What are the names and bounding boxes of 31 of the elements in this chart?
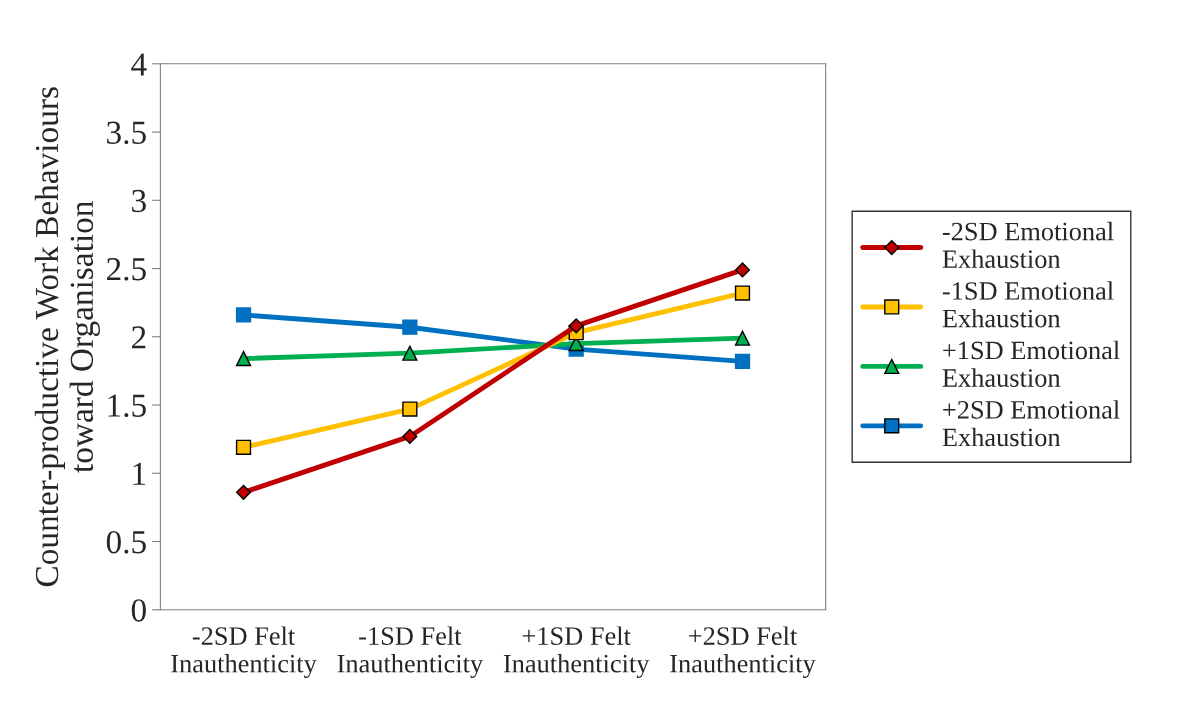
legend-label: -1SD Emotional Exhaustion [942, 281, 1114, 328]
y-tick-label: 2 [131, 326, 146, 349]
point [402, 345, 418, 361]
x-tick-label: -1SD Felt Inauthenticity [337, 626, 484, 679]
y-tick-label: 1 [133, 462, 146, 485]
x-tick-label: +1SD Felt Inauthenticity [503, 626, 650, 679]
point [568, 318, 584, 334]
point [734, 285, 751, 301]
point [734, 330, 751, 346]
point [402, 428, 418, 444]
y-tick-label: 4 [131, 53, 147, 76]
legend-label: -2SD Emotional Exhaustion [942, 221, 1114, 269]
y-tick-label: 2.5 [106, 258, 146, 281]
y-tick-label: 3 [132, 189, 146, 213]
y-tick-label: 0 [131, 599, 146, 622]
point [402, 319, 418, 335]
point [235, 484, 252, 500]
point [235, 439, 252, 455]
y-axis-title: Counter-productive Work Behaviours toward Organisation [34, 87, 100, 587]
y-tick-label: 0.5 [106, 530, 146, 554]
legend-label: +1SD Emotional Exhaustion [942, 340, 1120, 387]
y-tick-label: 3.5 [107, 121, 146, 145]
point [235, 307, 252, 323]
x-tick-label: +2SD Felt Inauthenticity [670, 626, 816, 679]
x-tick-label: -2SD Felt Inauthenticity [171, 626, 317, 679]
point [734, 262, 751, 278]
point [402, 401, 418, 417]
legend-label: +2SD Emotional Exhaustion [942, 400, 1120, 447]
point [734, 353, 751, 369]
y-tick-label: 1.5 [108, 394, 146, 418]
point [235, 350, 252, 367]
